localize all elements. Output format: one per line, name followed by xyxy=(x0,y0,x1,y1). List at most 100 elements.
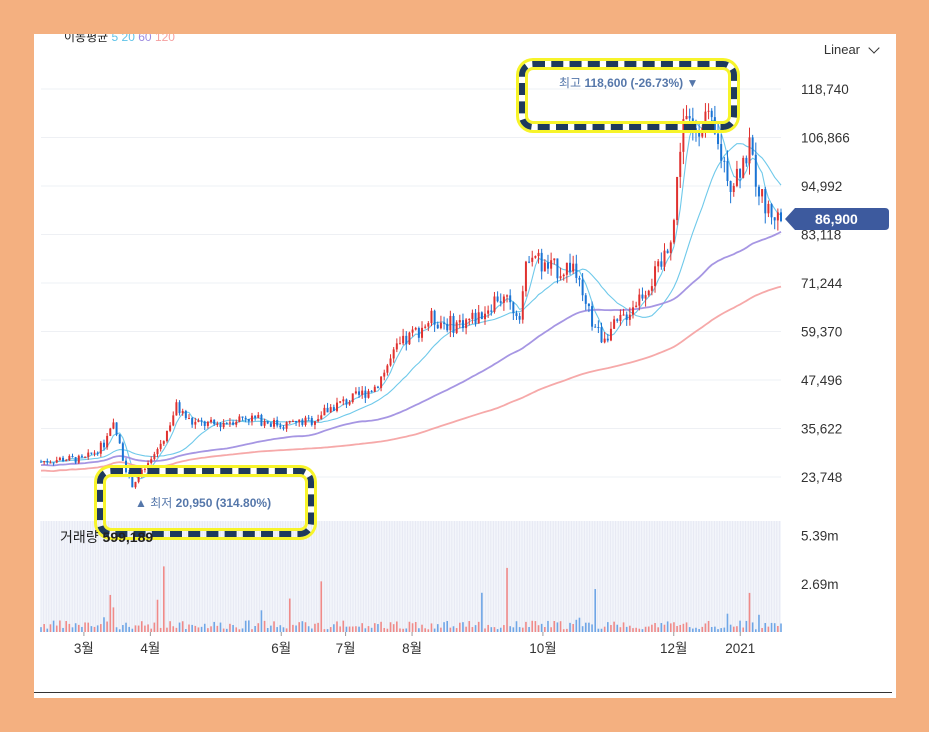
candle-body xyxy=(370,390,373,392)
candle-body xyxy=(685,116,688,120)
volume-bar xyxy=(355,626,357,632)
candle-body xyxy=(351,393,354,403)
volume-bar xyxy=(396,621,398,632)
volume-bar xyxy=(200,626,203,632)
volume-bar xyxy=(503,625,505,632)
volume-bar xyxy=(118,629,121,632)
candle-body xyxy=(430,310,433,324)
volume-bar xyxy=(736,626,738,632)
candle-body xyxy=(770,203,773,218)
volume-bar xyxy=(62,627,64,632)
volume-bar xyxy=(481,592,483,632)
volume-tick-label: 5.39m xyxy=(801,529,839,544)
volume-bar xyxy=(153,622,156,632)
candle-body xyxy=(474,312,477,324)
volume-bar xyxy=(603,626,606,632)
volume-bar xyxy=(59,620,61,632)
candle-body xyxy=(320,415,323,420)
volume-bar xyxy=(175,627,178,632)
volume-bar xyxy=(273,621,275,632)
volume-bar xyxy=(695,627,697,632)
candle-body xyxy=(421,327,424,338)
x-tick-label: 6월 xyxy=(271,641,291,656)
candle-body xyxy=(216,423,219,425)
candle-body xyxy=(131,476,134,488)
volume-bar xyxy=(229,623,231,632)
y-tick-label: 59,370 xyxy=(801,325,842,340)
volume-bar xyxy=(74,623,77,632)
candle-body xyxy=(254,415,257,418)
candle-body xyxy=(260,414,263,426)
candle-body xyxy=(295,420,298,423)
candle-body xyxy=(285,422,288,429)
volume-bar xyxy=(707,620,710,632)
candle-body xyxy=(414,328,417,330)
candle-body xyxy=(417,328,420,338)
candle-body xyxy=(458,320,461,323)
candle-body xyxy=(188,418,190,420)
high-annotation: 최고 118,600 (-26.73%) ▼ xyxy=(559,76,699,90)
volume-bar xyxy=(748,592,751,632)
candle-body xyxy=(650,286,653,291)
volume-bar xyxy=(323,629,326,632)
candle-body xyxy=(80,455,83,457)
candle-body xyxy=(565,262,568,275)
candle-body xyxy=(436,324,439,329)
volume-bar xyxy=(638,628,641,632)
candle-body xyxy=(587,303,590,307)
candle-body xyxy=(102,442,105,448)
candle-body xyxy=(263,421,266,426)
volume-bar xyxy=(537,625,540,632)
x-tick-label: 2021 xyxy=(725,641,755,656)
volume-bar xyxy=(607,622,609,632)
volume-bar xyxy=(238,629,241,632)
volume-bar xyxy=(676,626,678,632)
volume-bar xyxy=(613,621,615,632)
candle-body xyxy=(663,250,666,267)
candle-body xyxy=(172,415,175,426)
candle-body xyxy=(666,250,669,254)
candle-body xyxy=(506,295,509,297)
volume-bar xyxy=(619,627,622,632)
volume-bar xyxy=(115,627,118,632)
volume-bar xyxy=(257,623,260,632)
volume-bar xyxy=(758,614,760,632)
candle-body xyxy=(184,410,187,419)
candle-body xyxy=(247,419,250,422)
volume-bar xyxy=(71,627,74,632)
candle-body xyxy=(332,407,335,411)
volume-bar xyxy=(210,626,212,632)
candle-body xyxy=(534,256,537,258)
x-tick-label: 3월 xyxy=(74,641,94,656)
volume-tick-label: 2.69m xyxy=(801,577,839,592)
volume-bar xyxy=(339,626,341,632)
volume-bar xyxy=(430,623,433,632)
candle-body xyxy=(345,399,348,405)
volume-bar xyxy=(591,624,593,632)
volume-bar xyxy=(106,621,108,632)
volume-bar xyxy=(383,628,386,632)
volume-bar xyxy=(764,622,767,632)
bottom-divider xyxy=(34,692,892,693)
ma-legend-label: 이동평균 xyxy=(64,34,109,44)
volume-bar xyxy=(742,627,745,632)
candle-body xyxy=(288,421,291,423)
y-tick-label: 71,244 xyxy=(801,276,843,291)
volume-bar xyxy=(575,619,578,632)
volume-bar xyxy=(109,594,112,632)
candle-body xyxy=(310,418,313,425)
candle-body xyxy=(515,313,518,317)
scale-dropdown[interactable]: Linear xyxy=(824,41,880,57)
volume-bar xyxy=(46,628,49,632)
volume-bar xyxy=(443,622,445,632)
volume-bar xyxy=(770,622,773,632)
price-chart[interactable]: 118,740 106,866 94,992 83,118 71,244 59,370 47… xyxy=(34,34,896,698)
candle-body xyxy=(745,157,748,164)
volume-bar xyxy=(292,624,294,632)
volume-bar xyxy=(496,629,499,632)
volume-bar xyxy=(333,624,335,632)
volume-bar xyxy=(260,610,263,632)
candle-body xyxy=(301,419,304,425)
candle-body xyxy=(647,290,650,296)
candle-body xyxy=(524,261,527,292)
